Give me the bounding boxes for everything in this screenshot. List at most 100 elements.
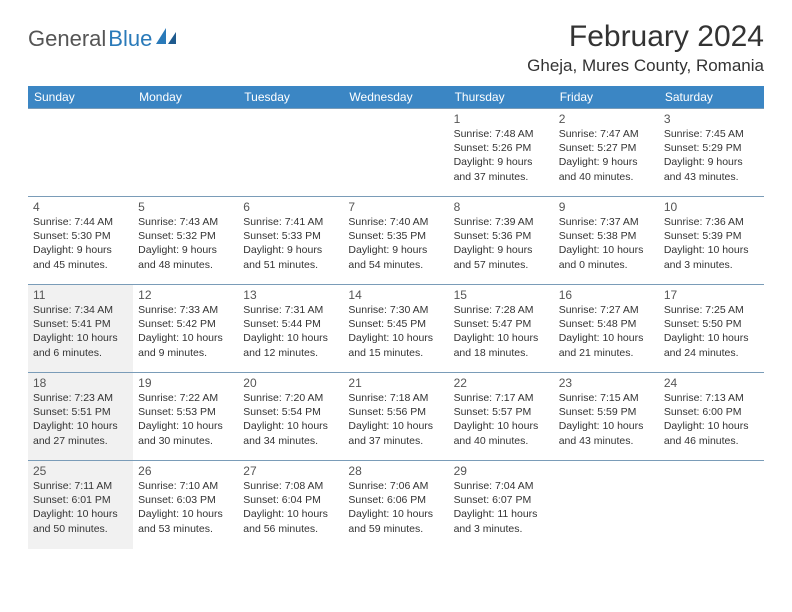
sunrise-line: Sunrise: 7:22 AM <box>138 391 233 405</box>
day-header: Monday <box>133 86 238 109</box>
sunset-line: Sunset: 5:47 PM <box>454 317 549 331</box>
day-number: 1 <box>454 112 549 126</box>
sunset-line: Sunset: 5:48 PM <box>559 317 654 331</box>
calendar-cell <box>343 109 448 197</box>
sunrise-line: Sunrise: 7:08 AM <box>243 479 338 493</box>
sunset-line: Sunset: 5:29 PM <box>664 141 759 155</box>
calendar-cell: 8Sunrise: 7:39 AMSunset: 5:36 PMDaylight… <box>449 197 554 285</box>
sunset-line: Sunset: 5:30 PM <box>33 229 128 243</box>
daylight-line-1: Daylight: 9 hours <box>559 155 654 169</box>
daylight-line-1: Daylight: 10 hours <box>138 331 233 345</box>
sunset-line: Sunset: 5:26 PM <box>454 141 549 155</box>
day-number: 28 <box>348 464 443 478</box>
day-number: 5 <box>138 200 233 214</box>
calendar-cell: 2Sunrise: 7:47 AMSunset: 5:27 PMDaylight… <box>554 109 659 197</box>
calendar-row: 25Sunrise: 7:11 AMSunset: 6:01 PMDayligh… <box>28 461 764 549</box>
sunrise-line: Sunrise: 7:33 AM <box>138 303 233 317</box>
daylight-line-1: Daylight: 9 hours <box>454 155 549 169</box>
day-number: 15 <box>454 288 549 302</box>
daylight-line-2: and 0 minutes. <box>559 258 654 272</box>
sunset-line: Sunset: 5:32 PM <box>138 229 233 243</box>
calendar-cell: 27Sunrise: 7:08 AMSunset: 6:04 PMDayligh… <box>238 461 343 549</box>
daylight-line-1: Daylight: 9 hours <box>348 243 443 257</box>
daylight-line-1: Daylight: 10 hours <box>559 331 654 345</box>
daylight-line-1: Daylight: 10 hours <box>664 419 759 433</box>
calendar-cell: 20Sunrise: 7:20 AMSunset: 5:54 PMDayligh… <box>238 373 343 461</box>
month-title: February 2024 <box>527 20 764 54</box>
day-number: 19 <box>138 376 233 390</box>
daylight-line-2: and 3 minutes. <box>454 522 549 536</box>
daylight-line-2: and 59 minutes. <box>348 522 443 536</box>
daylight-line-2: and 37 minutes. <box>454 170 549 184</box>
calendar-cell: 9Sunrise: 7:37 AMSunset: 5:38 PMDaylight… <box>554 197 659 285</box>
sunrise-line: Sunrise: 7:06 AM <box>348 479 443 493</box>
sunset-line: Sunset: 6:07 PM <box>454 493 549 507</box>
day-number: 8 <box>454 200 549 214</box>
day-number: 17 <box>664 288 759 302</box>
daylight-line-1: Daylight: 10 hours <box>559 419 654 433</box>
day-number: 16 <box>559 288 654 302</box>
day-header: Friday <box>554 86 659 109</box>
daylight-line-1: Daylight: 10 hours <box>243 507 338 521</box>
sunrise-line: Sunrise: 7:13 AM <box>664 391 759 405</box>
daylight-line-2: and 9 minutes. <box>138 346 233 360</box>
sunset-line: Sunset: 5:56 PM <box>348 405 443 419</box>
calendar-cell: 4Sunrise: 7:44 AMSunset: 5:30 PMDaylight… <box>28 197 133 285</box>
logo-text-gray: General <box>28 26 106 52</box>
sunset-line: Sunset: 5:39 PM <box>664 229 759 243</box>
sunrise-line: Sunrise: 7:23 AM <box>33 391 128 405</box>
sunset-line: Sunset: 6:01 PM <box>33 493 128 507</box>
sunset-line: Sunset: 5:36 PM <box>454 229 549 243</box>
calendar-cell <box>28 109 133 197</box>
daylight-line-1: Daylight: 10 hours <box>348 331 443 345</box>
day-number: 18 <box>33 376 128 390</box>
calendar-table: Sunday Monday Tuesday Wednesday Thursday… <box>28 86 764 549</box>
sunrise-line: Sunrise: 7:37 AM <box>559 215 654 229</box>
sail-icon <box>156 26 178 52</box>
daylight-line-2: and 12 minutes. <box>243 346 338 360</box>
calendar-cell: 25Sunrise: 7:11 AMSunset: 6:01 PMDayligh… <box>28 461 133 549</box>
day-header: Thursday <box>449 86 554 109</box>
sunset-line: Sunset: 5:44 PM <box>243 317 338 331</box>
calendar-cell <box>554 461 659 549</box>
sunrise-line: Sunrise: 7:43 AM <box>138 215 233 229</box>
sunrise-line: Sunrise: 7:18 AM <box>348 391 443 405</box>
daylight-line-2: and 50 minutes. <box>33 522 128 536</box>
sunrise-line: Sunrise: 7:28 AM <box>454 303 549 317</box>
day-number: 11 <box>33 288 128 302</box>
daylight-line-1: Daylight: 9 hours <box>454 243 549 257</box>
daylight-line-2: and 37 minutes. <box>348 434 443 448</box>
calendar-cell <box>659 461 764 549</box>
daylight-line-2: and 21 minutes. <box>559 346 654 360</box>
daylight-line-1: Daylight: 10 hours <box>664 243 759 257</box>
daylight-line-1: Daylight: 10 hours <box>243 331 338 345</box>
calendar-cell: 21Sunrise: 7:18 AMSunset: 5:56 PMDayligh… <box>343 373 448 461</box>
sunset-line: Sunset: 5:38 PM <box>559 229 654 243</box>
sunset-line: Sunset: 5:42 PM <box>138 317 233 331</box>
daylight-line-1: Daylight: 10 hours <box>243 419 338 433</box>
calendar-row: 4Sunrise: 7:44 AMSunset: 5:30 PMDaylight… <box>28 197 764 285</box>
calendar-cell: 26Sunrise: 7:10 AMSunset: 6:03 PMDayligh… <box>133 461 238 549</box>
day-header: Tuesday <box>238 86 343 109</box>
daylight-line-2: and 51 minutes. <box>243 258 338 272</box>
daylight-line-2: and 48 minutes. <box>138 258 233 272</box>
sunset-line: Sunset: 5:59 PM <box>559 405 654 419</box>
sunset-line: Sunset: 5:57 PM <box>454 405 549 419</box>
calendar-cell: 11Sunrise: 7:34 AMSunset: 5:41 PMDayligh… <box>28 285 133 373</box>
day-number: 21 <box>348 376 443 390</box>
day-number: 3 <box>664 112 759 126</box>
sunrise-line: Sunrise: 7:45 AM <box>664 127 759 141</box>
sunrise-line: Sunrise: 7:44 AM <box>33 215 128 229</box>
sunset-line: Sunset: 5:35 PM <box>348 229 443 243</box>
sunset-line: Sunset: 6:03 PM <box>138 493 233 507</box>
day-number: 24 <box>664 376 759 390</box>
calendar-cell: 29Sunrise: 7:04 AMSunset: 6:07 PMDayligh… <box>449 461 554 549</box>
location: Gheja, Mures County, Romania <box>527 56 764 76</box>
daylight-line-1: Daylight: 9 hours <box>243 243 338 257</box>
sunset-line: Sunset: 6:04 PM <box>243 493 338 507</box>
sunset-line: Sunset: 6:00 PM <box>664 405 759 419</box>
daylight-line-2: and 24 minutes. <box>664 346 759 360</box>
day-number: 14 <box>348 288 443 302</box>
daylight-line-2: and 53 minutes. <box>138 522 233 536</box>
calendar-cell: 5Sunrise: 7:43 AMSunset: 5:32 PMDaylight… <box>133 197 238 285</box>
